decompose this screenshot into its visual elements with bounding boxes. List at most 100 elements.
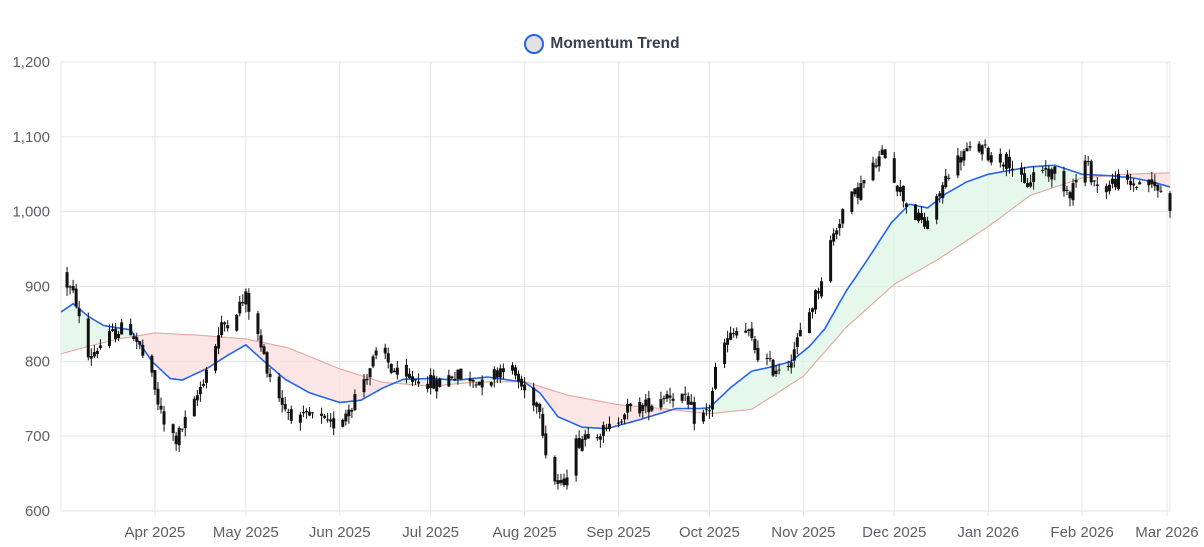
candle-body bbox=[541, 413, 545, 436]
candle-body bbox=[1053, 166, 1057, 174]
candle-body bbox=[71, 286, 75, 291]
candle-body bbox=[835, 230, 839, 235]
candle-body bbox=[792, 349, 796, 361]
candle-body bbox=[65, 272, 69, 288]
candle-body bbox=[350, 410, 354, 412]
candle-body bbox=[1092, 180, 1096, 182]
candle-body bbox=[583, 434, 587, 440]
x-tick-label: Feb 2026 bbox=[1050, 524, 1113, 541]
grid bbox=[60, 61, 1171, 516]
candle-body bbox=[935, 196, 939, 220]
candle-body bbox=[162, 411, 166, 425]
candle-body bbox=[707, 410, 711, 412]
candle-body bbox=[77, 308, 81, 317]
candle-body bbox=[489, 382, 493, 386]
candle-body bbox=[1104, 186, 1108, 193]
candle-body bbox=[95, 350, 99, 355]
candle-body bbox=[283, 404, 287, 410]
y-tick-label: 900 bbox=[25, 279, 50, 296]
candle-body bbox=[1004, 153, 1008, 170]
candle-body bbox=[204, 369, 208, 383]
axis-labels: 600 700 800 900 1,000 1,100 1,200 Apr 2025 May 2… bbox=[12, 54, 1198, 541]
candle-body bbox=[223, 322, 227, 325]
candle-body bbox=[1047, 168, 1051, 177]
candle-body bbox=[941, 185, 945, 199]
candle-body bbox=[786, 365, 790, 367]
legend-label: Momentum Trend bbox=[550, 35, 680, 52]
candle-body bbox=[1095, 184, 1099, 187]
candle-body bbox=[998, 153, 1002, 163]
candle-body bbox=[665, 394, 669, 399]
candle-body bbox=[426, 383, 430, 389]
candle-body bbox=[817, 290, 821, 294]
x-tick-label: Aug 2025 bbox=[492, 524, 556, 541]
candle-body bbox=[98, 345, 102, 349]
candle-body bbox=[414, 379, 418, 381]
candle-body bbox=[556, 480, 560, 485]
candle-body bbox=[432, 375, 436, 389]
candle-body bbox=[120, 322, 124, 335]
candle-body bbox=[74, 288, 78, 307]
candle-body bbox=[1062, 171, 1066, 192]
candle-body bbox=[174, 435, 178, 445]
candle-body bbox=[238, 301, 242, 314]
candle-body bbox=[389, 363, 393, 373]
candle-body bbox=[201, 383, 205, 386]
candle-body bbox=[68, 286, 72, 288]
candle-body bbox=[983, 144, 987, 146]
candle-body bbox=[383, 347, 387, 354]
candle-body bbox=[650, 405, 654, 411]
candle-body bbox=[798, 330, 802, 337]
candle-body bbox=[353, 394, 357, 411]
bearish-cloud bbox=[521, 381, 674, 429]
candle-body bbox=[298, 414, 302, 423]
candle-body bbox=[1129, 180, 1133, 186]
legend[interactable]: Momentum Trend bbox=[0, 31, 1204, 57]
candle-body bbox=[404, 364, 408, 377]
candle-body bbox=[926, 220, 930, 229]
candle-body bbox=[198, 386, 202, 395]
candle-body bbox=[538, 403, 542, 412]
candle-body bbox=[553, 456, 557, 482]
y-tick-label: 1,100 bbox=[12, 129, 50, 146]
candle-body bbox=[671, 398, 675, 401]
candle-body bbox=[968, 146, 972, 148]
y-tick-label: 1,200 bbox=[12, 54, 50, 71]
candle-body bbox=[135, 337, 139, 342]
candle-body bbox=[386, 353, 390, 363]
candle-body bbox=[286, 412, 290, 414]
candle-body bbox=[774, 370, 778, 374]
candle-body bbox=[259, 335, 263, 348]
candle-body bbox=[1138, 182, 1142, 185]
candle-body bbox=[244, 291, 248, 305]
candle-body bbox=[744, 330, 748, 333]
candle-body bbox=[344, 413, 348, 422]
candle-body bbox=[1007, 156, 1011, 169]
candle-body bbox=[195, 395, 199, 401]
candle-body bbox=[577, 437, 581, 448]
candle-body bbox=[726, 338, 730, 345]
candle-body bbox=[480, 379, 484, 388]
candle-body bbox=[129, 323, 133, 336]
candle-body bbox=[841, 209, 845, 224]
candle-body bbox=[644, 399, 648, 407]
candle-body bbox=[450, 376, 454, 378]
candle-body bbox=[329, 419, 333, 422]
candle-body bbox=[883, 149, 887, 159]
candle-body bbox=[904, 203, 908, 208]
candle-body bbox=[365, 378, 369, 381]
candle-body bbox=[850, 191, 854, 212]
candle-body bbox=[495, 370, 499, 378]
candle-body bbox=[192, 398, 196, 417]
candle-body bbox=[871, 162, 875, 181]
candles bbox=[65, 139, 1172, 490]
candle-body bbox=[453, 378, 457, 381]
candle-body bbox=[756, 347, 760, 361]
candle-body bbox=[604, 427, 608, 429]
x-tick-label: Jun 2025 bbox=[309, 524, 371, 541]
candle-body bbox=[986, 147, 990, 161]
candle-body bbox=[150, 355, 154, 373]
slow-trend-line bbox=[60, 172, 1171, 415]
candle-body bbox=[141, 344, 145, 356]
candle-body bbox=[1089, 161, 1093, 183]
